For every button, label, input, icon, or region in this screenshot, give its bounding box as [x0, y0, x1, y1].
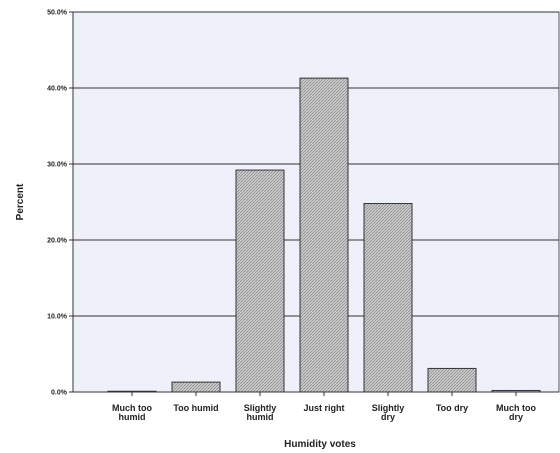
bar	[299, 77, 349, 393]
x-tick-label: Too humid	[173, 403, 218, 413]
bar	[235, 169, 285, 393]
y-tick-label: 50.0%	[47, 10, 68, 17]
x-axis-category-labels: Much too humid Too humid Slightly humid Just …	[112, 392, 536, 422]
x-tick-label: Slightly dry	[372, 403, 405, 422]
bar	[363, 203, 413, 393]
x-tick-label: Too dry	[436, 403, 468, 413]
x-tick-label: Much too humid	[112, 403, 152, 422]
y-axis-title: Percent	[15, 183, 26, 220]
y-tick-label: 30.0%	[47, 162, 68, 169]
x-axis-title: Humidity votes	[284, 439, 356, 450]
x-tick-label: Slightly humid	[244, 403, 277, 422]
y-tick-label: 20.0%	[47, 238, 68, 245]
y-tick-label: 0.0%	[51, 390, 68, 397]
x-tick-label: Much too dry	[496, 403, 536, 422]
bar	[427, 367, 477, 393]
y-tick-label: 10.0%	[47, 314, 68, 321]
y-axis-ticks: 0.0% 10.0% 20.0% 30.0% 40.0% 50.0%	[47, 10, 73, 397]
bar	[171, 381, 221, 393]
x-tick-label: Just right	[303, 403, 344, 413]
y-tick-label: 40.0%	[47, 86, 68, 93]
